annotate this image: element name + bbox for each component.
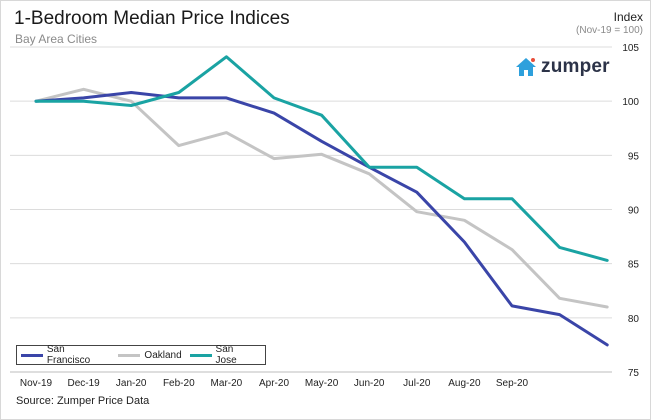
x-tick-label: Dec-19 xyxy=(67,378,100,389)
y-tick-label: 100 xyxy=(622,97,639,108)
x-tick-label: Aug-20 xyxy=(448,378,481,389)
legend-label-san-jose: San Jose xyxy=(215,344,237,366)
gridlines xyxy=(10,46,612,373)
series-line-oakland xyxy=(34,87,609,309)
y-tick-label: 90 xyxy=(628,206,640,217)
legend-swatch-san-jose xyxy=(189,353,212,357)
series-lines xyxy=(34,55,609,347)
y-tick-label: 80 xyxy=(628,314,640,325)
zumper-logo: zumper xyxy=(514,55,610,79)
x-tick-label: Nov-19 xyxy=(20,378,53,389)
x-tick-label: Jul-20 xyxy=(403,378,431,389)
chart-legend: San Francisco Oakland San Jose xyxy=(16,344,266,366)
y-axis-ticks: 75 80 85 90 95 100 105 xyxy=(622,43,639,379)
logo-brand-text: zumper xyxy=(541,56,610,77)
y-tick-label: 85 xyxy=(628,260,640,271)
chart-subtitle: Bay Area Cities xyxy=(15,32,98,46)
y-tick-label: 105 xyxy=(622,43,639,54)
x-tick-label: Apr-20 xyxy=(259,378,289,389)
x-axis-ticks: Nov-19 Dec-19 Jan-20 Feb-20 Mar-20 Apr-20 May-… xyxy=(20,378,529,389)
x-tick-label: May-20 xyxy=(305,378,339,389)
chart-title: 1-Bedroom Median Price Indices xyxy=(14,8,290,29)
house-icon xyxy=(516,58,536,76)
y-axis-unit-label: Index xyxy=(613,10,643,24)
legend-item-oakland: Oakland xyxy=(118,349,182,361)
x-tick-label: Jan-20 xyxy=(116,378,147,389)
y-tick-label: 75 xyxy=(628,368,640,379)
y-axis-unit: Index (Nov-19 = 100) xyxy=(576,10,643,36)
x-tick-label: Sep-20 xyxy=(496,378,529,389)
legend-label-oakland: Oakland xyxy=(144,349,182,361)
source-note: Source: Zumper Price Data xyxy=(16,395,150,407)
legend-label-san-francisco: San Francisco xyxy=(46,344,91,366)
x-tick-label: Feb-20 xyxy=(163,378,195,389)
y-axis-unit-note: (Nov-19 = 100) xyxy=(576,25,643,36)
legend-item-san-jose: San Jose xyxy=(189,344,257,366)
x-tick-label: Mar-20 xyxy=(211,378,243,389)
y-tick-label: 95 xyxy=(628,151,640,162)
legend-swatch-san-francisco xyxy=(21,353,43,357)
series-line-san-francisco xyxy=(34,91,609,347)
x-tick-label: Jun-20 xyxy=(354,378,385,389)
legend-item-san-francisco: San Francisco xyxy=(21,344,110,366)
series-line-san-jose xyxy=(34,55,609,262)
legend-swatch-oakland xyxy=(118,353,141,357)
